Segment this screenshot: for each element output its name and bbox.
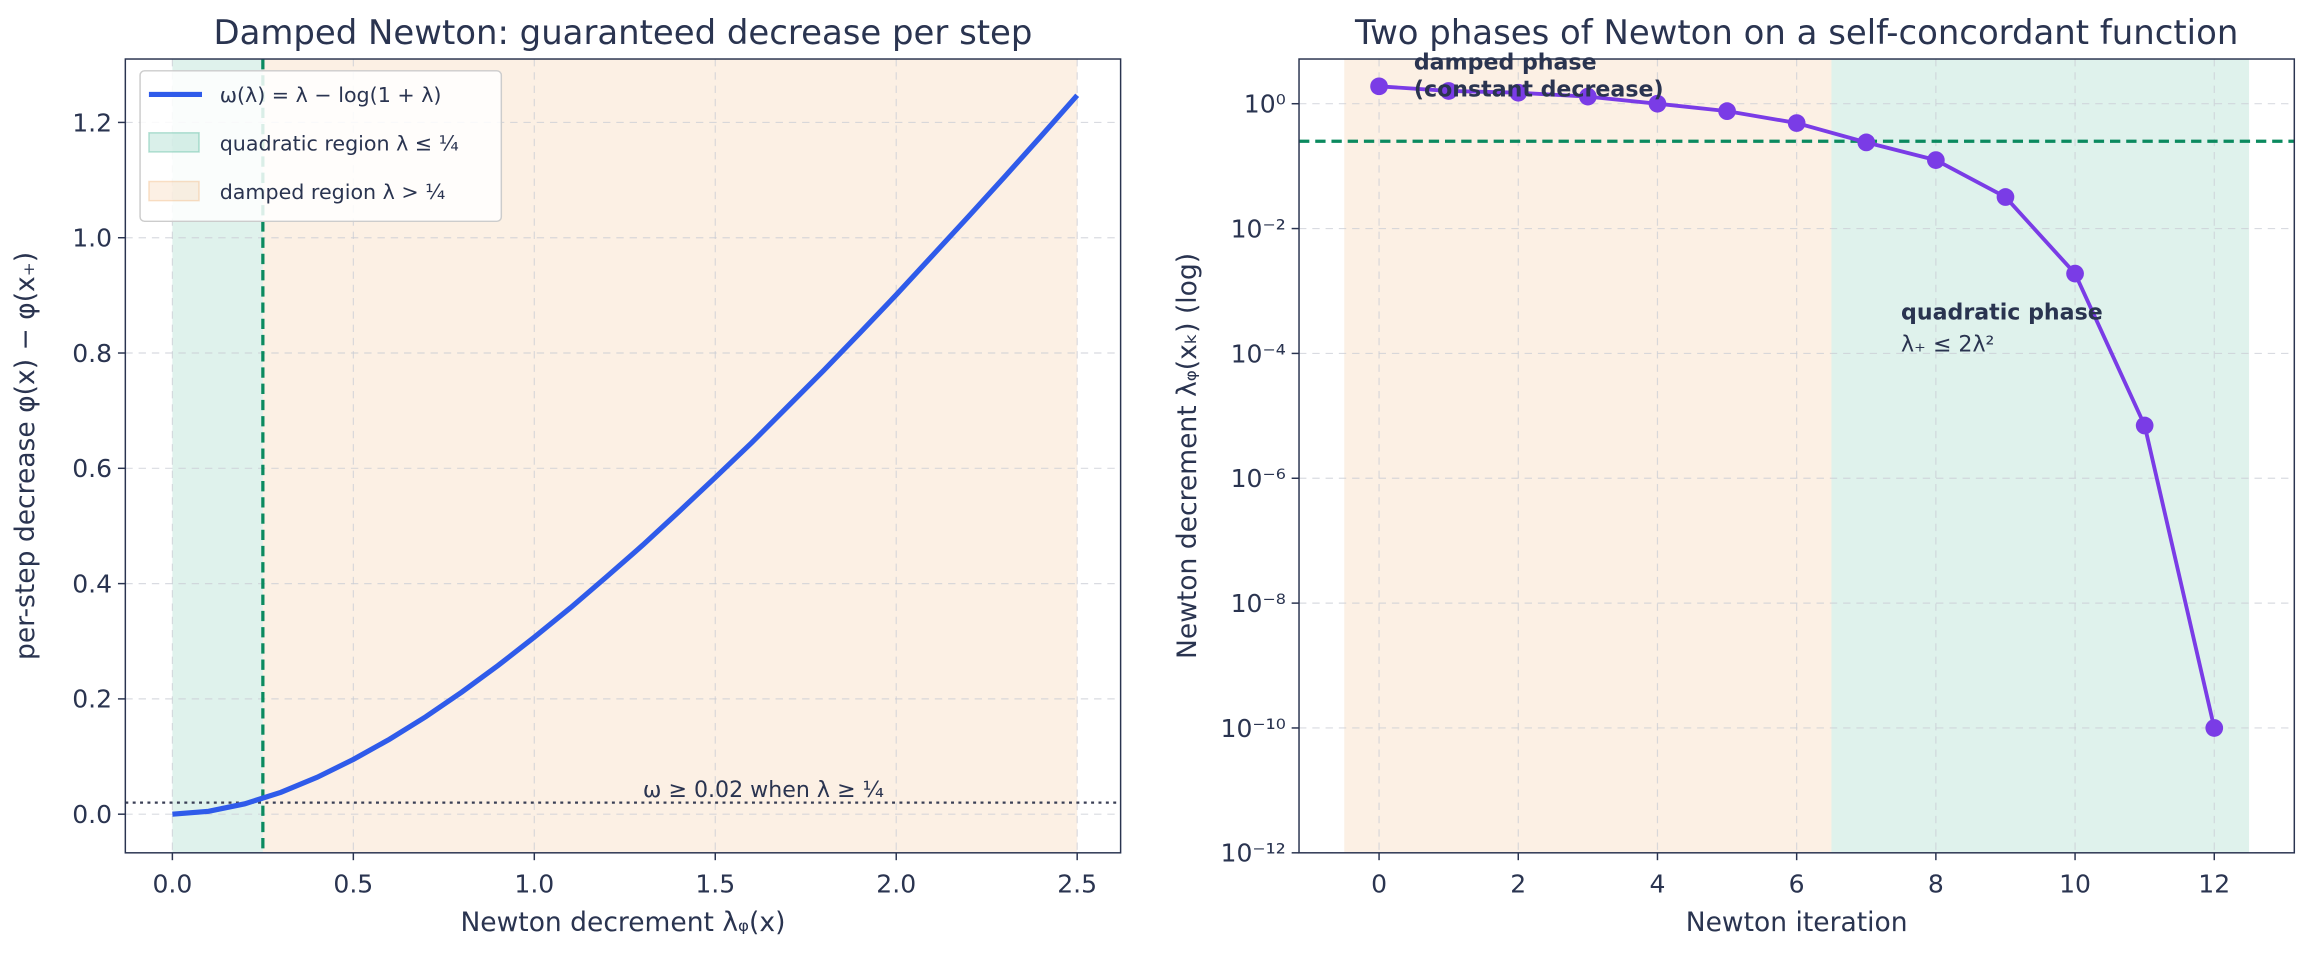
x-tick-label: 2 — [1510, 870, 1526, 899]
data-point — [1857, 133, 1876, 152]
legend-label: damped region λ > ¼ — [220, 180, 446, 204]
data-point — [1579, 87, 1597, 106]
x-tick-label: 1.5 — [695, 870, 735, 899]
data-point — [1787, 114, 1806, 132]
x-tick-label: 0.5 — [333, 870, 373, 899]
data-point — [1509, 83, 1528, 102]
chart-title: Damped Newton: guaranteed decrease per s… — [214, 13, 1033, 52]
annotation: ω ≥ 0.02 when λ ≥ ¼ — [643, 777, 884, 803]
y-tick-label: 10⁻² — [1231, 214, 1286, 243]
annotation: λ₊ ≤ 2λ² — [1901, 332, 1994, 358]
y-tick-label: 10⁻¹⁰ — [1221, 714, 1286, 743]
legend-label: quadratic region λ ≤ ¼ — [220, 131, 459, 155]
shaded-region — [1831, 59, 2250, 853]
y-tick-label: 10⁻⁸ — [1231, 589, 1286, 618]
x-tick-label: 10 — [2059, 870, 2091, 899]
y-axis-label: per-step decrease φ(x) − φ(x₊) — [10, 252, 41, 660]
y-tick-label: 0.4 — [72, 569, 112, 598]
data-point — [1370, 77, 1388, 96]
plot-frame — [124, 58, 1122, 854]
x-tick-label: 1.0 — [514, 870, 554, 899]
y-tick-label: 0.2 — [72, 685, 112, 714]
y-tick-label: 1.2 — [72, 108, 112, 137]
x-tick-label: 12 — [2198, 870, 2230, 899]
data-point — [2205, 719, 2224, 737]
data-point — [2135, 416, 2154, 435]
x-axis-label: Newton decrement λᵩ(x) — [460, 907, 785, 938]
data-point — [1439, 82, 1458, 100]
y-tick-label: 0.8 — [72, 339, 112, 368]
data-line — [172, 93, 1080, 817]
y-tick-label: 10⁻⁶ — [1231, 464, 1286, 493]
data-point — [1718, 102, 1736, 121]
data-point — [2066, 264, 2084, 283]
data-point — [1927, 151, 1945, 169]
data-point — [1648, 94, 1667, 113]
shaded-region — [1344, 59, 1832, 853]
legend: ω(λ) = λ − log(1 + λ) quadratic region λ … — [139, 70, 503, 223]
annotation: (constant decrease) — [1414, 77, 1664, 103]
legend-swatch — [148, 132, 200, 153]
annotation: damped phase — [1414, 50, 1597, 76]
y-tick-label: 0.0 — [72, 800, 112, 829]
annotation: quadratic phase — [1901, 299, 2103, 325]
x-tick-label: 2.0 — [876, 870, 916, 899]
legend-box — [139, 70, 503, 223]
data-point — [1996, 188, 2015, 206]
chart-title: Two phases of Newton on a self-concordan… — [1354, 13, 2238, 52]
y-tick-label: 10⁻⁴ — [1231, 339, 1286, 368]
x-tick-label: 0.0 — [152, 870, 192, 899]
y-tick-label: 10⁻¹² — [1221, 839, 1286, 868]
x-tick-label: 6 — [1789, 870, 1805, 899]
y-axis-label: Newton decrement λᵩ(xₖ) (log) — [1172, 253, 1203, 659]
x-tick-label: 4 — [1649, 870, 1665, 899]
y-tick-label: 0.6 — [72, 454, 112, 483]
legend-swatch — [148, 180, 200, 202]
legend-label: ω(λ) = λ − log(1 + λ) — [220, 83, 442, 107]
x-tick-label: 0 — [1371, 870, 1387, 899]
plot-frame — [1298, 58, 2296, 854]
y-tick-label: 1.0 — [72, 224, 112, 253]
x-axis-label: Newton iteration — [1686, 907, 1908, 938]
x-tick-label: 8 — [1928, 870, 1944, 899]
y-tick-label: 10⁰ — [1244, 90, 1286, 119]
x-tick-label: 2.5 — [1057, 870, 1097, 899]
